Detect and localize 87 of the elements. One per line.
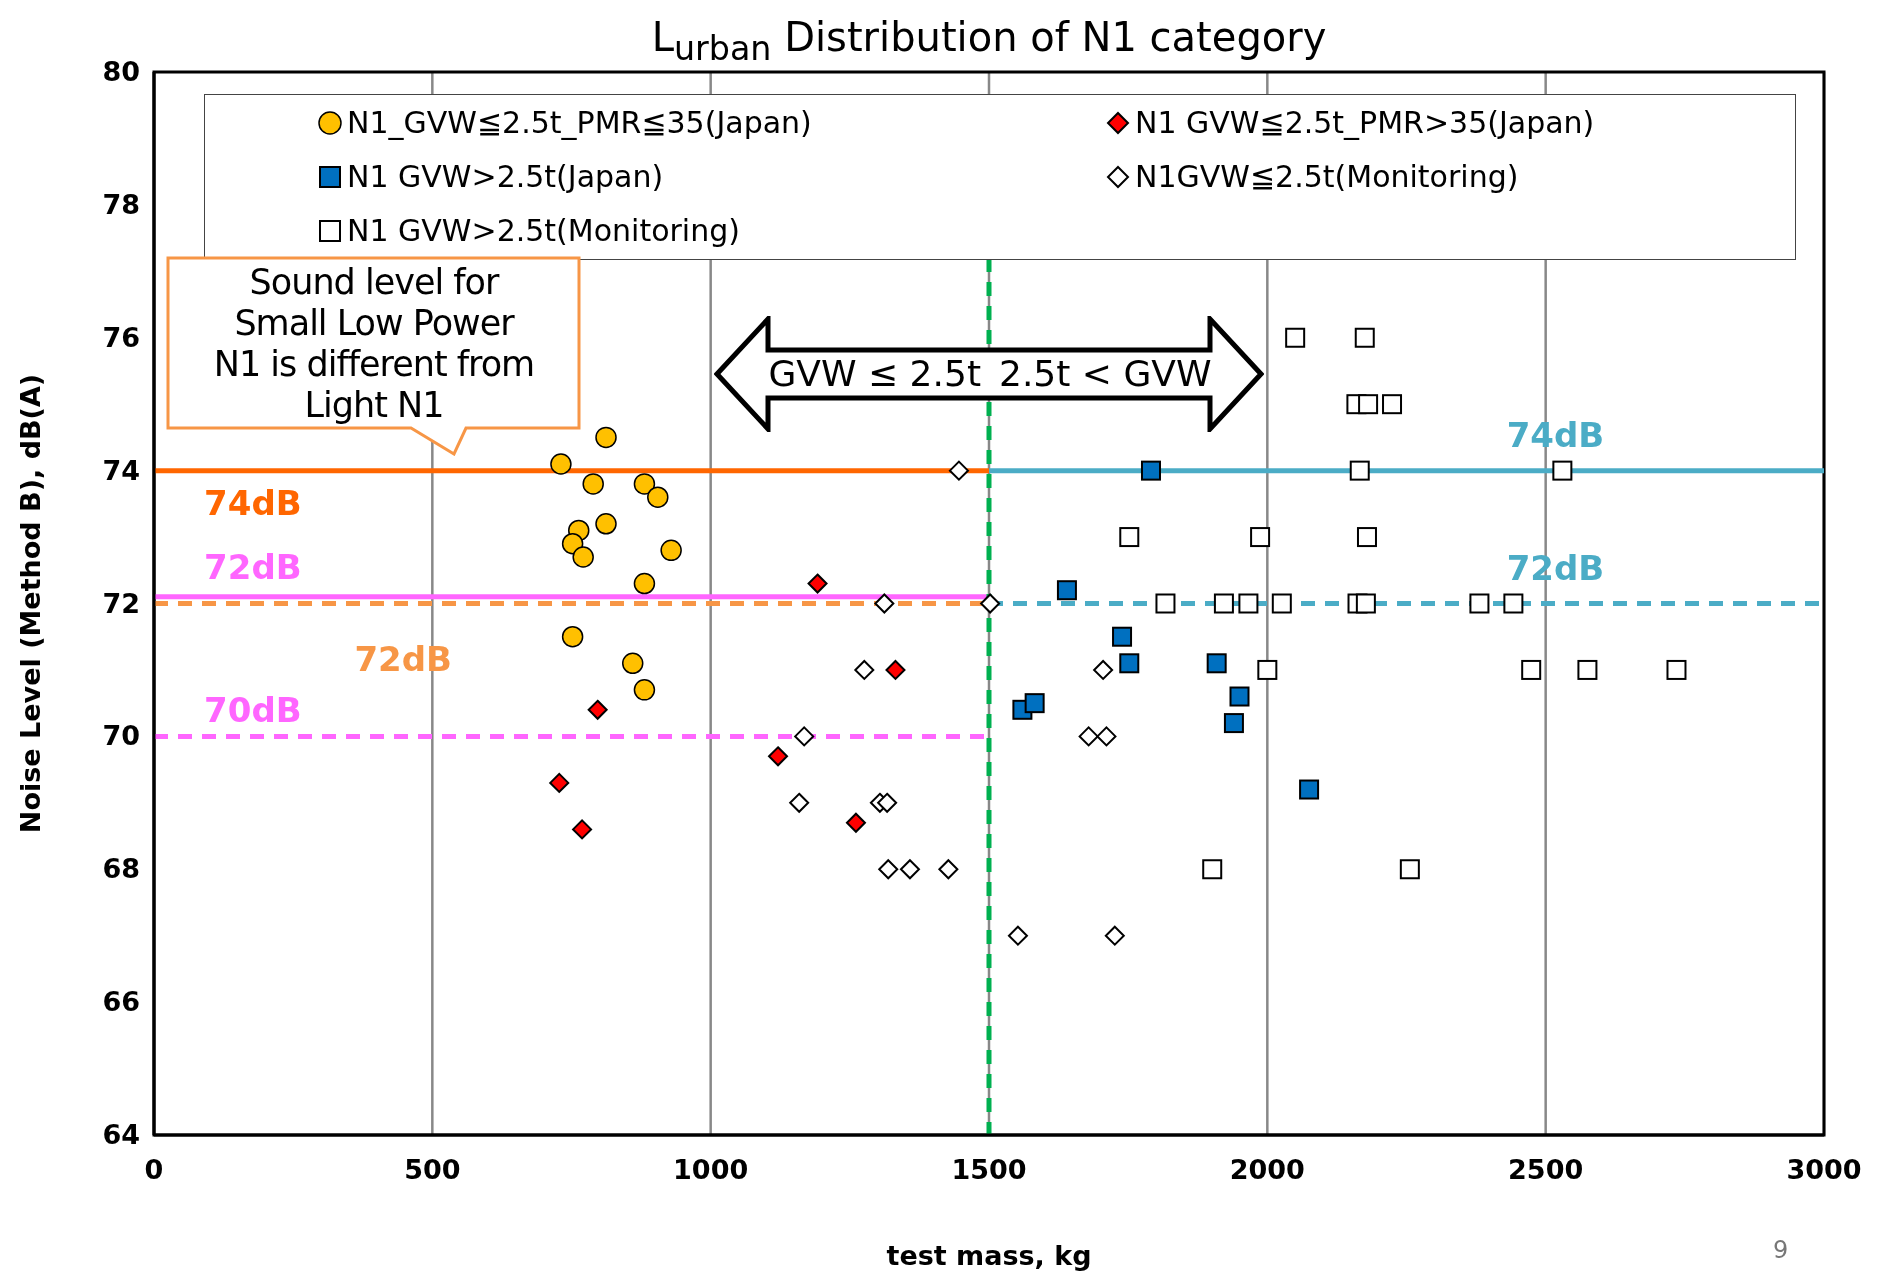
annotation: 2.5t < GVW [999,353,1212,394]
x-tick-label: 1000 [673,1154,749,1185]
point [633,572,656,595]
point [1112,626,1133,647]
point [1250,527,1271,548]
point [1024,693,1045,714]
point [1206,653,1227,674]
x-axis-title: test mass, kg [886,1240,1092,1271]
point [1399,859,1420,880]
point [794,726,815,747]
point [1356,527,1377,548]
legend-label: N1GVW≦2.5t(Monitoring) [1135,159,1519,194]
point [633,679,656,701]
y-tick-label: 74 [102,454,140,486]
point [1229,686,1250,707]
point [1223,713,1244,734]
series-label: 74dB [204,482,302,523]
point [1238,593,1259,614]
point [633,473,656,495]
text: 9 [1773,1236,1789,1264]
point [1382,394,1403,415]
y-tick-label: 68 [102,853,140,885]
y-tick-label: 70 [102,720,140,752]
point [572,546,594,568]
x-tick-label: 500 [404,1154,461,1185]
point [647,486,669,508]
point [1358,394,1379,415]
point [1257,659,1278,680]
legend-label: N1 GVW>2.5t(Japan) [347,159,664,194]
point [980,593,1001,614]
point [1469,593,1490,614]
point [1503,593,1524,614]
point [845,812,866,833]
point [1521,659,1542,680]
y-axis-title: Noise Level (Method B), dB(A) [14,373,46,834]
point [1299,779,1320,800]
point [1666,659,1687,680]
point [1140,460,1161,481]
point [660,539,682,562]
point [1349,460,1370,481]
chart-title: L$_{urban}$ Distribution of N1 category [650,13,1328,70]
y-tick-label: 78 [102,188,140,220]
point [572,819,593,840]
series-label: 72dB [204,546,302,587]
x-tick-label: 3000 [1786,1154,1862,1185]
point [877,792,898,813]
point [1202,859,1223,880]
y-tick-label: 64 [102,1119,140,1150]
x-tick-label: 2500 [1508,1154,1584,1185]
y-tick-label: 66 [102,986,140,1018]
x-tick-label: 1500 [951,1154,1027,1185]
legend-label: N1_GVW≦2.5t_PMR≦35(Japan) [347,105,812,140]
point [587,699,608,720]
point [595,426,617,449]
legend-label: N1 GVW≦2.5t_PMR>35(Japan) [1135,105,1595,140]
point [1119,527,1140,548]
point [561,625,584,648]
point [1093,659,1114,680]
point [1213,593,1234,614]
point [1056,580,1077,601]
point [549,772,570,793]
point [1577,659,1598,680]
point [807,573,828,594]
y-tick-label: 76 [102,321,140,353]
point [1552,460,1573,481]
y-tick-label: 72 [102,587,140,619]
point [621,652,644,675]
point [1119,653,1140,674]
annotation: GVW ≤ 2.5t [767,353,981,394]
x-tick-label: 0 [144,1154,164,1185]
y-tick-label: 80 [102,56,140,87]
point [1354,327,1375,348]
point [582,473,604,495]
series-label: 70dB [204,690,302,731]
legend-label: N1 GVW>2.5t(Monitoring) [347,213,740,248]
point [1355,593,1376,614]
annotation: Sound level for Small Low Power N1 is different from Light N1 [212,262,536,426]
x-tick-label: 2000 [1229,1154,1305,1185]
point [948,460,969,481]
point [768,746,789,767]
point [885,659,906,680]
point [1271,593,1292,614]
point [874,593,895,614]
point [595,513,617,535]
point [550,453,572,475]
point [1285,327,1306,348]
point [1155,593,1176,614]
